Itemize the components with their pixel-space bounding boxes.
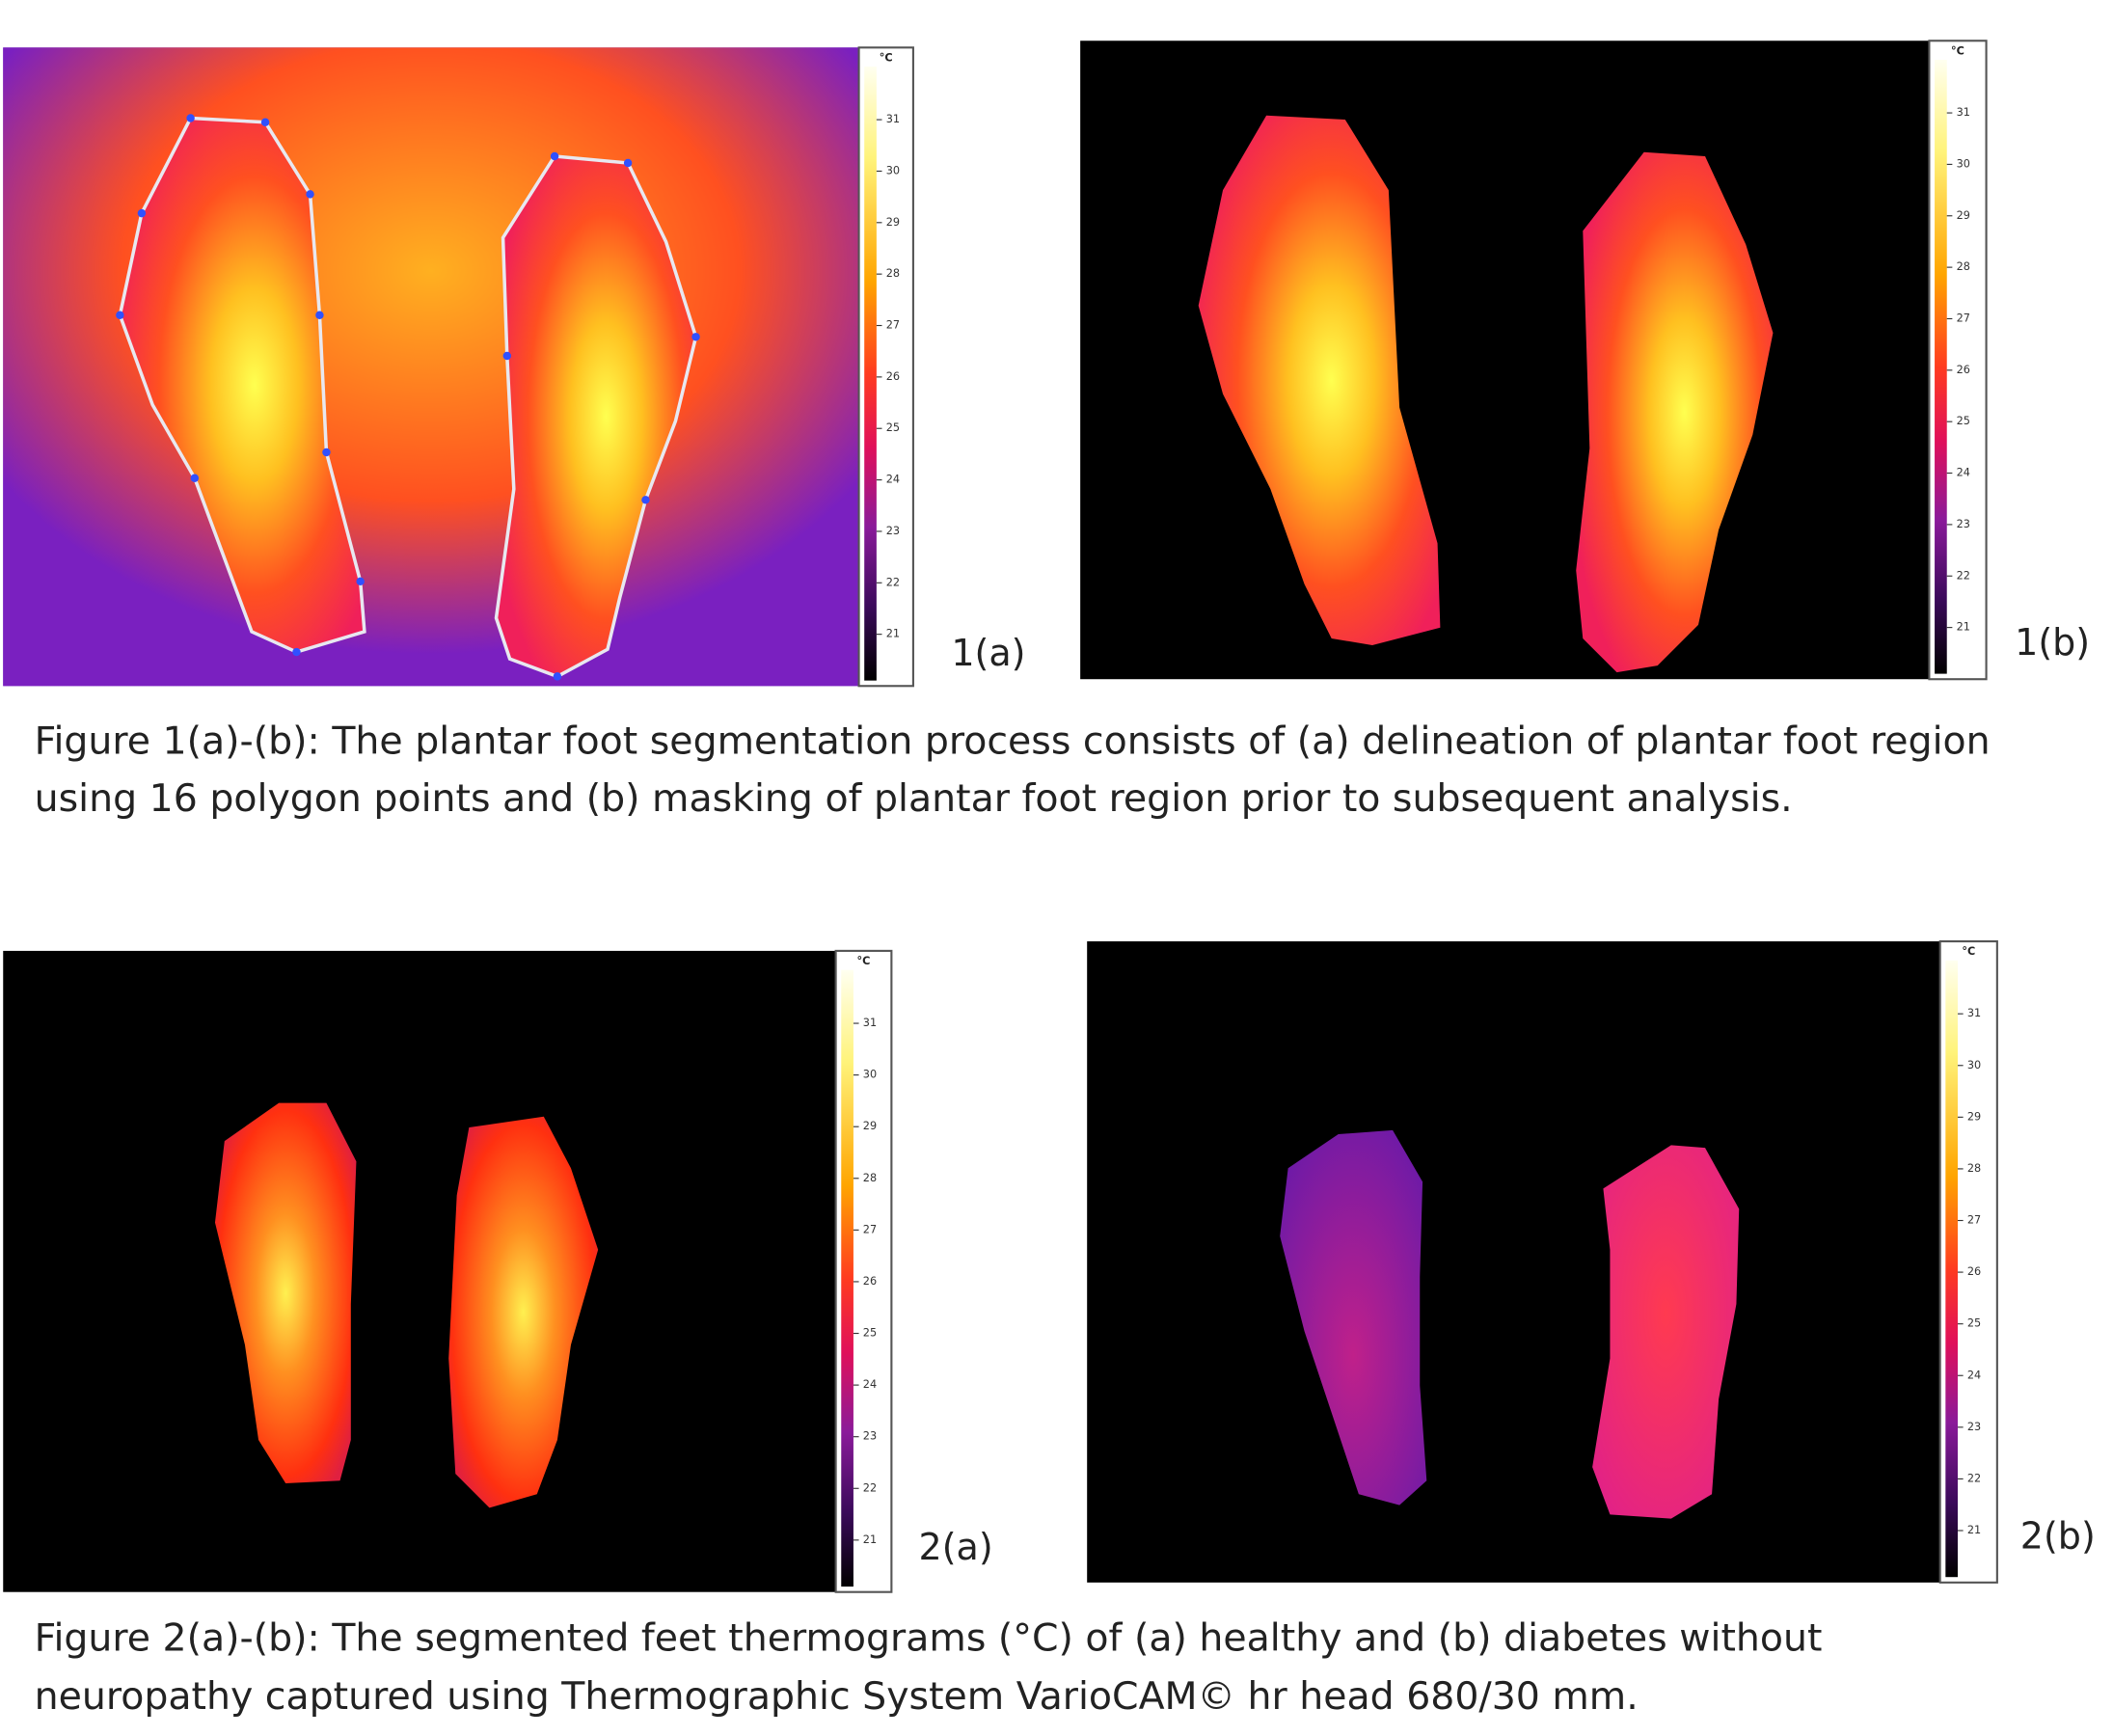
colorbar-tick-label: 21 <box>886 628 900 640</box>
colorbar-tick-label: 27 <box>886 319 900 332</box>
colorbar-tick-label: 22 <box>886 576 900 588</box>
thermogram-2a <box>3 950 836 1592</box>
caption-line: Figure 1(a)-(b): The plantar foot segmen… <box>35 719 1991 764</box>
colorbar-unit: °C <box>1962 945 1975 958</box>
colorbar-tick-label: 28 <box>863 1172 877 1184</box>
colorbar-tick-label: 29 <box>863 1120 877 1132</box>
colorbar-tick-label: 24 <box>1957 467 1970 479</box>
colorbar-tick-label: 21 <box>1967 1524 1981 1536</box>
colorbar-tick-label: 24 <box>1967 1369 1981 1381</box>
colorbar-tick-label: 30 <box>1957 157 1970 170</box>
colorbar-tick-label: 26 <box>1967 1265 1981 1278</box>
colorbar-tick-label: 26 <box>863 1275 877 1288</box>
colorbar-tick-label: 22 <box>863 1481 877 1494</box>
caption-line: using 16 polygon points and (b) masking … <box>35 776 1793 821</box>
colorbar-strip <box>1935 59 1947 674</box>
panel-label: 1(a) <box>951 632 1025 674</box>
colorbar-tick-label: 27 <box>863 1223 877 1235</box>
colorbar-tick-label: 25 <box>886 421 900 434</box>
colorbar-unit: °C <box>1951 44 1964 57</box>
colorbar-tick-label: 28 <box>1967 1162 1981 1175</box>
thermogram-1a <box>3 47 859 687</box>
colorbar-tick-label: 25 <box>863 1327 877 1340</box>
colorbar-strip <box>1945 960 1959 1578</box>
colorbar-tick-label: 22 <box>1967 1472 1981 1484</box>
panel-label: 2(a) <box>919 1526 993 1568</box>
colorbar-tick-label: 29 <box>886 216 900 229</box>
panel-label: 1(b) <box>2015 621 2090 664</box>
colorbar-tick-label: 31 <box>1967 1007 1981 1019</box>
colorbar-tick-label: 30 <box>1967 1059 1981 1071</box>
panel-label: 2(b) <box>2020 1515 2096 1558</box>
colorbar-unit: °C <box>880 51 893 64</box>
colorbar-tick-label: 23 <box>863 1430 877 1443</box>
colorbar-strip <box>864 67 877 681</box>
colorbar-tick-label: 29 <box>1957 209 1970 222</box>
caption-line: Figure 2(a)-(b): The segmented feet ther… <box>35 1615 1823 1660</box>
colorbar-tick-label: 26 <box>1957 364 1970 376</box>
colorbar-strip <box>841 969 853 1587</box>
colorbar-tick-label: 31 <box>886 113 900 125</box>
colorbar-tick-label: 27 <box>1957 312 1970 324</box>
colorbar-tick-label: 23 <box>1967 1421 1981 1433</box>
colorbar-tick-label: 28 <box>1957 260 1970 273</box>
colorbar-tick-label: 23 <box>886 525 900 537</box>
thermogram-1b <box>1080 41 1930 680</box>
colorbar-tick-label: 25 <box>1957 415 1970 427</box>
colorbar-tick-label: 24 <box>886 474 900 486</box>
colorbar-tick-label: 24 <box>863 1378 877 1391</box>
colorbar-tick-label: 30 <box>863 1069 877 1081</box>
colorbar-tick-label: 26 <box>886 370 900 383</box>
colorbar-tick-label: 21 <box>863 1533 877 1546</box>
colorbar-tick-label: 30 <box>886 164 900 176</box>
colorbar-tick-label: 21 <box>1957 621 1970 634</box>
colorbar-tick-label: 29 <box>1967 1110 1981 1123</box>
colorbar-tick-label: 22 <box>1957 569 1970 582</box>
colorbar-tick-label: 31 <box>863 1017 877 1029</box>
colorbar-tick-label: 25 <box>1967 1317 1981 1330</box>
colorbar-tick-label: 31 <box>1957 106 1970 119</box>
colorbar-tick-label: 28 <box>886 267 900 280</box>
colorbar-unit: °C <box>857 955 871 967</box>
colorbar-tick-label: 23 <box>1957 518 1970 530</box>
thermogram-2b <box>1087 941 1940 1583</box>
caption-line: neuropathy captured using Thermographic … <box>35 1674 1639 1719</box>
colorbar-tick-label: 27 <box>1967 1214 1981 1227</box>
